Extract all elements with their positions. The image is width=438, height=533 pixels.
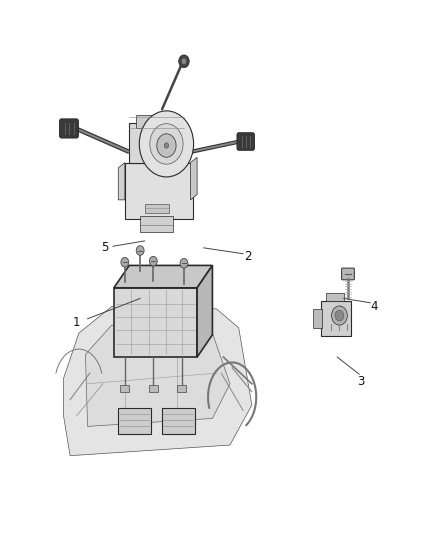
Circle shape bbox=[121, 257, 129, 267]
FancyBboxPatch shape bbox=[136, 115, 153, 128]
FancyBboxPatch shape bbox=[145, 204, 169, 213]
Circle shape bbox=[179, 55, 189, 68]
Circle shape bbox=[164, 143, 169, 148]
Polygon shape bbox=[85, 325, 230, 426]
FancyBboxPatch shape bbox=[129, 123, 184, 163]
Polygon shape bbox=[114, 265, 212, 288]
FancyBboxPatch shape bbox=[118, 408, 151, 434]
FancyBboxPatch shape bbox=[177, 385, 186, 392]
Text: 3: 3 bbox=[358, 375, 365, 387]
Polygon shape bbox=[191, 157, 197, 200]
FancyBboxPatch shape bbox=[342, 268, 354, 280]
FancyBboxPatch shape bbox=[162, 408, 195, 434]
Polygon shape bbox=[197, 265, 212, 357]
FancyBboxPatch shape bbox=[120, 385, 129, 392]
FancyBboxPatch shape bbox=[125, 163, 193, 219]
Circle shape bbox=[150, 124, 183, 164]
Text: 4: 4 bbox=[371, 300, 378, 313]
Text: 5: 5 bbox=[102, 241, 109, 254]
FancyBboxPatch shape bbox=[149, 385, 158, 392]
Circle shape bbox=[335, 310, 344, 321]
FancyBboxPatch shape bbox=[237, 133, 254, 150]
FancyBboxPatch shape bbox=[60, 119, 78, 138]
Circle shape bbox=[180, 259, 188, 268]
Polygon shape bbox=[118, 163, 125, 200]
Circle shape bbox=[149, 256, 157, 266]
Circle shape bbox=[332, 306, 347, 325]
FancyBboxPatch shape bbox=[326, 293, 344, 301]
Circle shape bbox=[139, 111, 194, 177]
Text: 2: 2 bbox=[244, 251, 251, 263]
Text: 1: 1 bbox=[73, 316, 81, 329]
FancyBboxPatch shape bbox=[321, 301, 351, 336]
Circle shape bbox=[181, 58, 187, 64]
FancyBboxPatch shape bbox=[114, 288, 197, 357]
Polygon shape bbox=[64, 301, 252, 456]
FancyBboxPatch shape bbox=[140, 216, 173, 232]
FancyBboxPatch shape bbox=[313, 309, 322, 328]
Circle shape bbox=[136, 246, 144, 255]
Circle shape bbox=[157, 134, 176, 157]
